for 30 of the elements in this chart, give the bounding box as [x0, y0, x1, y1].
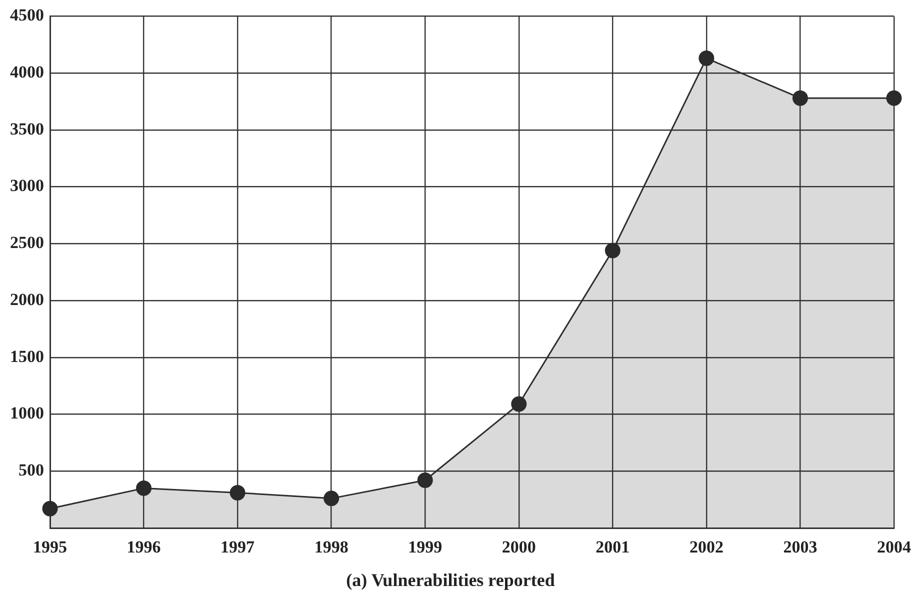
point [604, 242, 620, 258]
y-tick-label: 2500 [10, 233, 44, 252]
x-tick-label: 1999 [408, 538, 442, 557]
point [136, 480, 152, 496]
x-tick-label: 1998 [314, 538, 348, 557]
x-tick-label: 1995 [33, 538, 67, 557]
point [792, 90, 808, 106]
y-tick-label: 2000 [10, 290, 44, 309]
x-tick-label: 2001 [596, 538, 630, 557]
point [886, 90, 902, 106]
point [417, 472, 433, 488]
x-tick-label: 1996 [126, 538, 161, 557]
point [230, 484, 246, 500]
y-tick-label: 1000 [10, 404, 44, 423]
x-tick-label: 2003 [783, 538, 818, 557]
text: (a) Vulnerabilities reported [346, 570, 555, 590]
point [324, 490, 340, 506]
y-tick-label: 500 [18, 460, 44, 480]
y-tick-label: 3000 [10, 176, 44, 196]
y-tick-label: 4000 [10, 62, 44, 82]
x-tick-label: 1997 [220, 538, 256, 557]
x-tick-label: 2002 [689, 538, 724, 557]
y-tick-label: 1500 [10, 346, 44, 366]
point [42, 500, 58, 516]
x-tick-label: 2000 [502, 538, 536, 557]
y-tick-label: 4500 [10, 6, 44, 25]
point [511, 396, 527, 412]
x-tick-label: 2004 [877, 538, 912, 557]
y-tick-label: 3500 [10, 119, 44, 138]
point [698, 50, 714, 66]
